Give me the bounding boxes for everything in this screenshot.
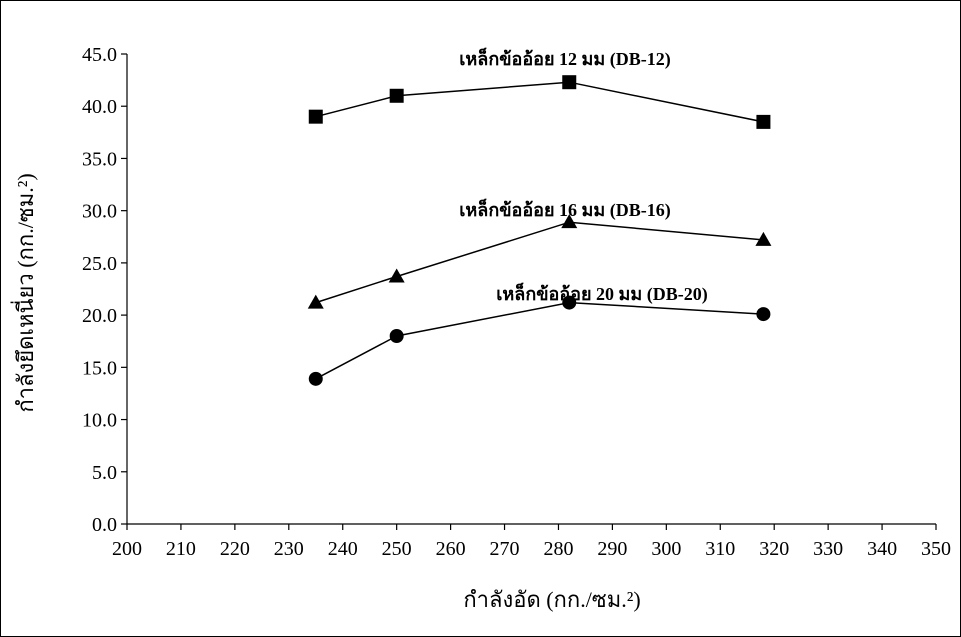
x-axis-label: กำลังอัด (กก./ซม.²) <box>463 587 640 612</box>
triangle-marker <box>755 231 772 246</box>
circle-marker <box>308 371 323 386</box>
x-tick-label: 280 <box>543 538 573 560</box>
series-labels: เหล็กข้ออ้อย 12 มม (DB-12) เหล็กข้ออ้อย 1… <box>459 47 707 305</box>
x-tick-label: 260 <box>436 538 466 560</box>
square-marker <box>389 88 404 103</box>
series-lines <box>315 81 764 380</box>
x-tick-label: 330 <box>813 538 843 560</box>
x-tick-label: 290 <box>597 538 627 560</box>
x-tick-label: 200 <box>112 538 142 560</box>
y-tick-label: 25.0 <box>82 253 117 275</box>
x-tick-label: 300 <box>651 538 681 560</box>
x-tick-label: 340 <box>867 538 897 560</box>
y-tick-label: 10.0 <box>82 410 117 432</box>
y-tick-label: 5.0 <box>92 462 117 484</box>
y-tick-label: 45.0 <box>82 44 117 66</box>
square-marker <box>308 109 323 124</box>
series-label: เหล็กข้ออ้อย 12 มม (DB-12) <box>459 47 670 70</box>
y-axis-label: กำลังยึดเหนี่ยว (กก./ซม.²) <box>10 173 38 412</box>
y-tick-label: 15.0 <box>82 357 117 379</box>
y-tick-label: 20.0 <box>82 305 117 327</box>
series-label: เหล็กข้ออ้อย 20 มม (DB-20) <box>496 282 707 305</box>
x-tick-label: 250 <box>382 538 412 560</box>
series-markers <box>307 75 772 386</box>
circle-marker <box>756 307 771 322</box>
triangle-marker <box>388 268 405 283</box>
series-line <box>315 301 764 380</box>
x-tick-label: 210 <box>166 538 196 560</box>
x-tick-label: 240 <box>328 538 358 560</box>
triangle-marker <box>307 294 324 309</box>
square-marker <box>756 114 771 129</box>
y-tick-label: 30.0 <box>82 201 117 223</box>
x-tick-label: 270 <box>490 538 520 560</box>
circle-marker <box>562 295 577 310</box>
series-line <box>315 81 764 123</box>
x-tick-label: 320 <box>759 538 789 560</box>
x-tick-label: 230 <box>274 538 304 560</box>
circle-marker <box>389 329 404 343</box>
triangle-marker <box>561 214 578 229</box>
x-tick-label: 350 <box>921 538 951 560</box>
series-line <box>315 221 764 304</box>
x-tick-label: 310 <box>705 538 735 560</box>
square-marker <box>562 75 577 90</box>
y-tick-label: 40.0 <box>82 96 117 118</box>
axes: 0.0 5.0 10.0 15.0 20.0 25.0 30.0 35.0 40.0 45.0 20… <box>82 44 951 560</box>
x-tick-label: 220 <box>220 538 250 560</box>
series-label: เหล็กข้ออ้อย 16 มม (DB-16) <box>459 198 670 221</box>
y-tick-label: 0.0 <box>92 514 117 536</box>
y-tick-label: 35.0 <box>82 148 117 170</box>
